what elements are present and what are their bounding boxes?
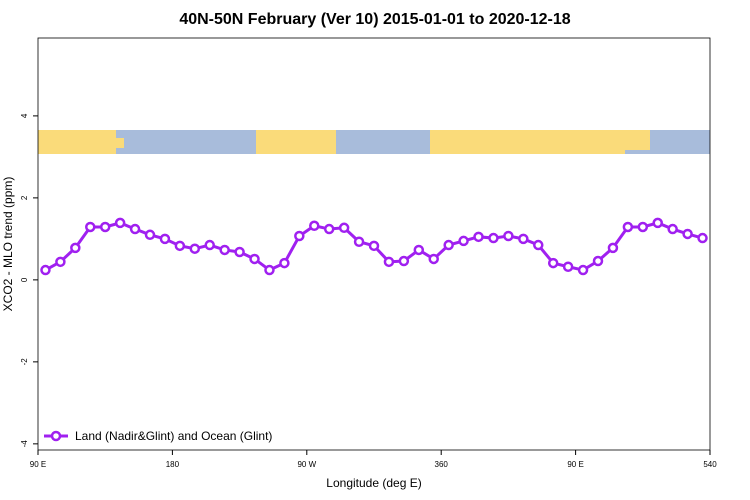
- data-point: [383, 256, 395, 268]
- data-point: [279, 257, 290, 269]
- data-point: [533, 239, 544, 251]
- data-point: [309, 220, 320, 232]
- y-tick-label: -4: [20, 440, 29, 448]
- data-point: [622, 221, 634, 233]
- data-point: [338, 222, 350, 234]
- y-tick-label: -2: [20, 358, 29, 366]
- data-point: [562, 261, 574, 273]
- data-point: [159, 233, 171, 245]
- data-point: [398, 255, 410, 267]
- data-point: [234, 246, 245, 258]
- x-tick-label: 90 W: [297, 460, 316, 469]
- legend: Land (Nadir&Glint) and Ocean (Glint): [44, 429, 272, 443]
- land: [620, 130, 650, 150]
- data-point: [697, 232, 708, 244]
- data-point: [458, 235, 469, 247]
- data-point: [294, 230, 305, 242]
- data-point: [592, 255, 604, 267]
- land: [455, 137, 625, 154]
- data-point: [547, 257, 559, 269]
- data-point: [144, 229, 156, 241]
- data-point: [264, 264, 275, 276]
- x-tick-label: 180: [166, 460, 180, 469]
- chart-title: 40N-50N February (Ver 10) 2015-01-01 to …: [179, 11, 570, 28]
- legend-marker: [50, 430, 62, 442]
- data-point: [189, 243, 201, 254]
- data-point: [40, 264, 51, 276]
- data-point: [85, 221, 96, 233]
- data-point: [204, 239, 215, 251]
- data-point: [682, 228, 693, 240]
- plot-frame: [37, 37, 711, 451]
- land: [440, 130, 650, 140]
- data-point: [637, 221, 649, 233]
- land: [256, 130, 336, 154]
- data-point: [652, 217, 663, 229]
- data-point: [368, 240, 380, 252]
- data-point: [55, 256, 66, 268]
- x-tick-label: 90 E: [30, 460, 46, 469]
- data-point: [473, 231, 484, 243]
- data-point: [129, 223, 141, 235]
- y-tick-label: 2: [20, 195, 29, 200]
- data-point: [174, 240, 186, 252]
- data-point: [428, 253, 439, 265]
- data-point: [114, 217, 126, 229]
- data-point: [219, 244, 230, 256]
- data-point: [667, 223, 678, 235]
- data-point: [413, 244, 425, 256]
- data-point: [99, 221, 111, 233]
- land: [116, 138, 124, 148]
- x-tick-label: 90 E: [567, 460, 583, 469]
- y-tick-label: 0: [20, 277, 29, 282]
- x-tick-label: 360: [435, 460, 449, 469]
- data-point: [323, 223, 335, 235]
- x-axis-label: Longitude (deg E): [326, 476, 421, 490]
- data-point: [443, 239, 454, 251]
- x-tick-label: 540: [703, 460, 717, 469]
- data-point: [577, 264, 589, 276]
- y-tick-label: 4: [20, 113, 29, 118]
- data-point: [353, 236, 365, 247]
- data-point: [503, 230, 514, 242]
- y-axis-label: XCO2 - MLO trend (ppm): [1, 177, 15, 312]
- data-point: [607, 242, 619, 254]
- data-point: [518, 233, 529, 245]
- data-point: [488, 232, 499, 244]
- data-point: [249, 253, 260, 265]
- map-band: [38, 130, 710, 154]
- legend-label: Land (Nadir&Glint) and Ocean (Glint): [75, 429, 272, 443]
- data-point: [70, 242, 81, 254]
- land: [38, 130, 116, 154]
